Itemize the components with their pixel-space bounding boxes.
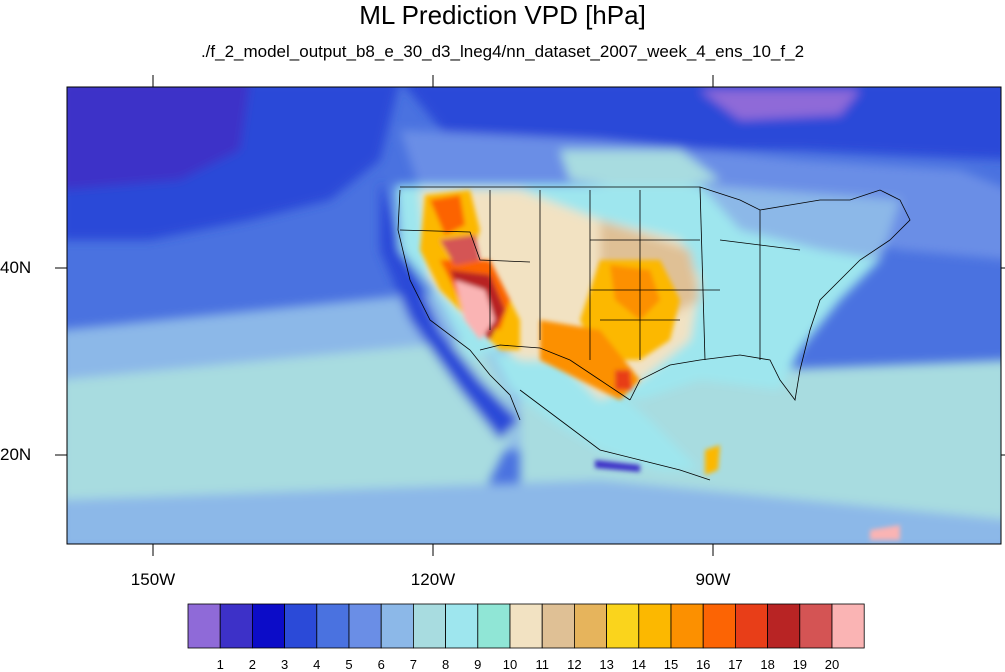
lon-label-90w: 90W [695,570,731,589]
colorbar [187,603,865,649]
colorbar-tick-label: 10 [502,657,518,672]
colorbar-swatch [606,603,640,649]
colorbar-swatch [412,603,446,649]
colorbar-tick-label: 13 [599,657,614,672]
colorbar-swatch [316,603,350,649]
chart-subtitle: ./f_2_model_output_b8_e_30_d3_lneg4/nn_d… [200,42,805,61]
colorbar-swatch [380,603,414,649]
colorbar-swatch [509,603,543,649]
lat-label-20n: 20N [0,445,32,464]
colorbar-tick-label: 8 [441,657,450,672]
colorbar-swatch [638,603,672,649]
lon-label-120w: 120W [410,570,456,589]
colorbar-tick-label: 2 [248,657,257,672]
colorbar-swatch [348,603,382,649]
chart-title: ML Prediction VPD [hPa] [359,0,646,30]
colorbar-swatch [767,603,801,649]
lat-label-40n: 40N [0,258,32,277]
colorbar-tick-label: 11 [535,657,549,672]
colorbar-swatch [574,603,608,649]
colorbar-tick-label: 5 [345,657,353,672]
colorbar-tick-label: 18 [760,657,775,672]
colorbar-swatch [187,603,221,649]
colorbar-swatch [284,603,318,649]
colorbar-swatch [219,603,253,649]
colorbar-tick-label: 1 [216,657,224,672]
colorbar-tick-label: 12 [567,657,582,672]
colorbar-tick-label: 6 [377,657,385,672]
colorbar-swatch [445,603,479,649]
map-frame [55,75,1005,556]
colorbar-tick-label: 15 [663,657,679,672]
colorbar-tick-label: 17 [728,657,743,672]
colorbar-tick-label: 16 [695,657,711,672]
colorbar-swatch [541,603,575,649]
colorbar-swatch [670,603,704,649]
colorbar-tick-label: 9 [474,657,482,672]
lon-label-150w: 150W [130,570,176,589]
colorbar-tick-label: 14 [631,657,647,672]
colorbar-tick-label: 3 [280,657,289,672]
colorbar-tick-label: 19 [792,657,808,672]
colorbar-tick-label: 7 [409,657,418,672]
colorbar-tick-label: 4 [313,657,321,672]
colorbar-tick-label: 20 [824,657,840,672]
colorbar-swatch [702,603,736,649]
colorbar-swatch [735,603,769,649]
colorbar-swatch [799,603,833,649]
colorbar-swatch [831,603,865,649]
colorbar-swatch [477,603,511,649]
map-field [67,87,1001,544]
colorbar-swatch [251,603,285,649]
